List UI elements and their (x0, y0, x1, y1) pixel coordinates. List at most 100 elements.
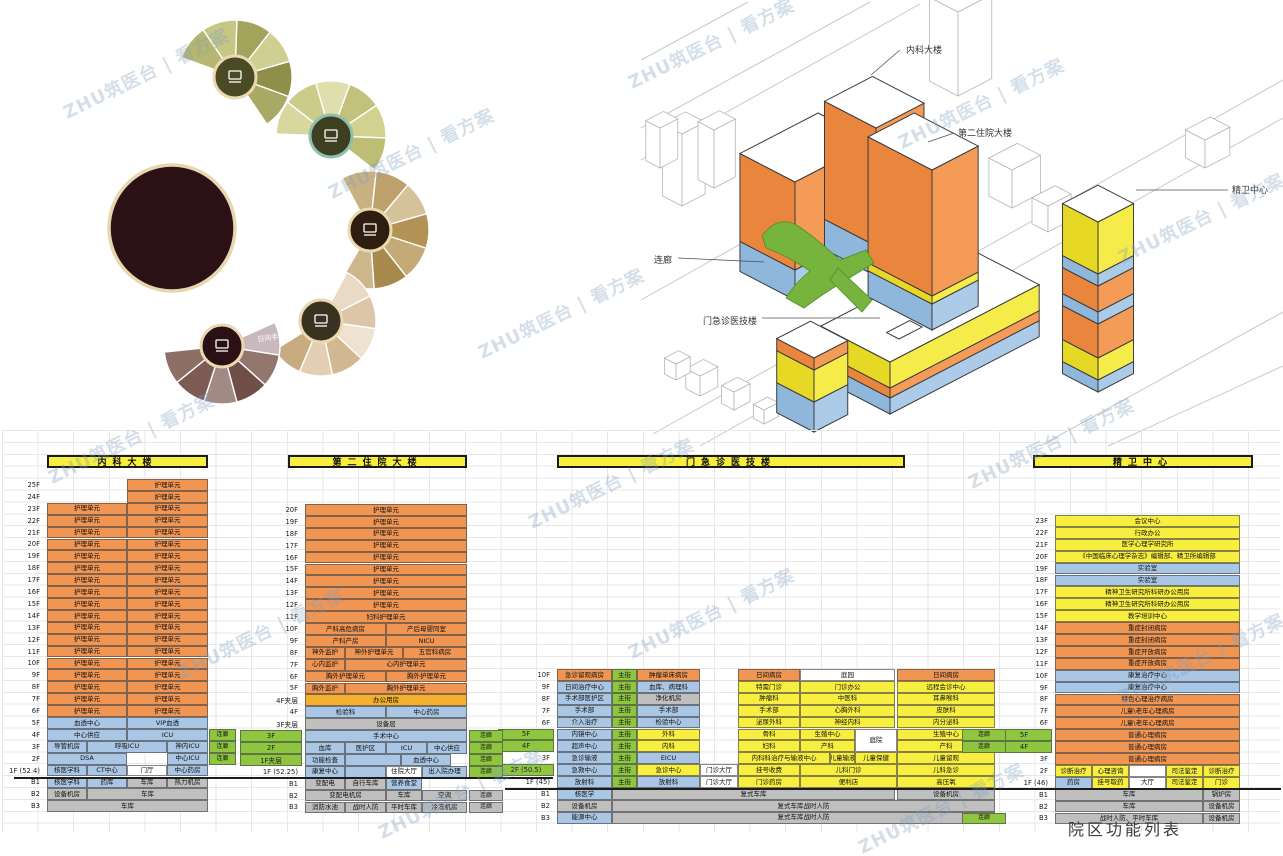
context-building-roof (988, 142, 1042, 171)
label-leader-line (927, 132, 955, 143)
floor-label: 15F (285, 565, 298, 574)
floor-cell: 神经内科 (800, 716, 895, 729)
floor-cell: 护理单元 (47, 562, 127, 575)
building-header-outpatient-emergency-medtech-building: 门急诊医技楼 (557, 455, 905, 468)
floor-label: 3F (31, 742, 40, 751)
context-building-roof (644, 110, 679, 129)
floor-cell: 车库 (1055, 788, 1203, 801)
floor-cell: 日间治疗中心 (557, 680, 612, 693)
road-line (1039, 311, 1283, 447)
floor-cell: 急诊留观病房 (557, 669, 612, 681)
floor-cell: 产科高危病房 (305, 623, 386, 635)
floor-label: B2 (31, 790, 40, 799)
surgery-icon (215, 339, 229, 349)
context-building-face (697, 121, 715, 189)
floor-cell: 心胸外科 (800, 704, 895, 717)
floor-cell: 产后母婴同室 (386, 623, 467, 635)
floor-label: 2F (50.5) (498, 764, 554, 777)
corridor-cell: 连廊 (469, 742, 503, 754)
corridor-cell: 连廊 (962, 812, 1006, 825)
floor-label: 18F (1035, 576, 1048, 585)
floor-cell: 护理单元 (47, 586, 127, 598)
floor-label: 14F (27, 611, 40, 620)
floor-cell: 血透中心 (47, 717, 127, 729)
floor-cell: 护理单元 (127, 645, 208, 658)
floor-cell: 妇科护理单元 (305, 611, 467, 623)
floor-cell: 挂号取药 (1092, 776, 1129, 789)
floor-label: 6F (289, 672, 298, 681)
floor-cell: 设备层 (305, 718, 467, 731)
floor-label: 1F (46) (1023, 778, 1048, 787)
floor-cell: 便利店 (800, 776, 897, 788)
floor-label: 8F (289, 648, 298, 657)
corridor-cell: 连廊 (469, 753, 503, 766)
floor-cell: 导管机房 (47, 740, 87, 753)
corridor-shape (761, 221, 875, 309)
floor-cell: 医护区 (345, 742, 386, 754)
floor-label: 20F (285, 505, 298, 514)
floor-cell: 变配电机房 (305, 789, 386, 802)
floor-label: 7F (541, 706, 550, 715)
context-building-roof (697, 110, 737, 131)
floor-cell: VIP血透 (127, 717, 208, 729)
floor-cell: 康复中心 (305, 765, 345, 778)
floor-cell: 耳鼻喉科 (897, 692, 995, 705)
floor-cell: 手术中心 (305, 730, 467, 742)
floor-cell: 主街 (612, 752, 637, 765)
road-line (640, 1, 871, 129)
floor-cell: 消防水池 (305, 801, 345, 814)
floor-label: 7F (289, 660, 298, 669)
floor-label: B1 (289, 779, 298, 788)
floor-cell: 热力机房 (167, 776, 208, 789)
lab-icon (363, 223, 377, 233)
specialty-cluster-diagram: 日间手术 (107, 19, 430, 405)
floor-label: 21F (27, 528, 40, 537)
floor-cell: 护理单元 (127, 621, 208, 634)
floor-cell: 内科科治疗与输液中心 (738, 752, 830, 765)
floor-cell: 护理单元 (305, 551, 467, 564)
building-label: 第二住院大楼 (958, 127, 1012, 139)
floor-cell: 中心药房 (386, 706, 467, 719)
corridor-cell: 连廊 (209, 752, 236, 765)
floor-cell: 儿童输液 (830, 752, 855, 765)
floor-label: 18F (27, 564, 40, 573)
floor-cell (1129, 764, 1166, 777)
floor-cell: 中心供应 (427, 742, 467, 754)
floor-cell: 呼吸ICU (87, 740, 167, 753)
floor-label: 12F (27, 635, 40, 644)
floor-label: 17F (285, 541, 298, 550)
floor-cell: 血库、病理科 (637, 680, 700, 693)
floor-cell: 中医科 (800, 692, 895, 705)
floor-cell: 门厅 (127, 764, 167, 777)
floor-cell: 门诊大厅 (700, 776, 738, 788)
corridor-cell: 连廊 (469, 765, 503, 778)
floor-cell: 护理单元 (127, 693, 208, 706)
floor-cell: 大厅 (1129, 776, 1166, 789)
floor-cell: 办公用房 (305, 694, 467, 707)
floor-label: 10F (285, 624, 298, 633)
floor-label: 1F (45) (525, 778, 550, 787)
floor-cell: 护理单元 (47, 574, 127, 587)
floor-cell: 中心ICU (167, 752, 208, 765)
floor-label: 8F (541, 694, 550, 703)
floor-label: 19F (27, 552, 40, 561)
floor-cell: 神外护理单元 (345, 646, 403, 659)
floor-cell: 锅炉房 (1203, 788, 1240, 801)
building-header-second-inpatient-building: 第二住院大楼 (288, 455, 467, 468)
floor-label: 16F (1035, 600, 1048, 609)
floor-cell: 重症封闭病房 (1055, 622, 1240, 634)
floor-label: 14F (1035, 624, 1048, 633)
floor-cell: 中心药房 (167, 764, 208, 777)
floor-cell: 护理单元 (47, 609, 127, 622)
floor-cell: 产科 (800, 740, 855, 753)
floor-label: 7F (1039, 707, 1048, 716)
floor-label: 9F (1039, 683, 1048, 692)
floor-cell: 门诊药房 (738, 776, 800, 788)
floor-cell: 精神卫生研究所科研办公用房 (1055, 586, 1240, 599)
floor-cell: 产科产房 (305, 634, 386, 647)
building-label: 内科大楼 (906, 44, 942, 56)
floor-cell: 护理单元 (47, 645, 127, 658)
floor-cell: EICU (637, 752, 700, 765)
floor-cell: 门诊办公 (800, 680, 895, 693)
floor-cell: 日间病房 (738, 669, 800, 681)
